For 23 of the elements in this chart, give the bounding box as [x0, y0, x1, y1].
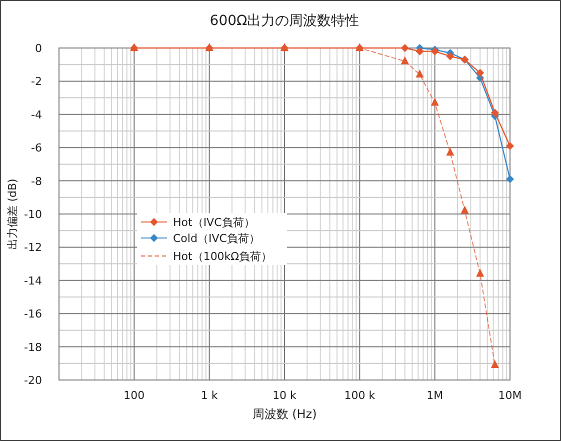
y-tick-label: -20	[24, 374, 42, 387]
legend-label: Hot（100kΩ負荷）	[173, 250, 272, 263]
y-tick-label: -14	[24, 274, 42, 288]
chart-title: 600Ω出力の周波数特性	[210, 13, 360, 29]
x-tick-label: 100 k	[344, 389, 376, 402]
y-tick-label: -12	[24, 241, 42, 254]
x-tick-label: 10 k	[272, 389, 298, 402]
x-tick-label: 100	[124, 389, 145, 402]
x-tick-label: 1 k	[200, 389, 218, 402]
y-axis-title: 出力偏差 (dB)	[6, 178, 19, 250]
x-tick-label: 10M	[498, 389, 522, 402]
y-tick-label: -10	[24, 208, 42, 221]
y-tick-label: -16	[24, 308, 42, 321]
y-tick-label: 0	[35, 42, 42, 55]
legend-label: Cold（IVC負荷）	[173, 232, 260, 245]
y-tick-label: -6	[31, 142, 42, 155]
legend-label: Hot（IVC負荷）	[173, 216, 255, 229]
x-tick-label: 1M	[426, 389, 444, 402]
y-tick-label: -2	[31, 75, 42, 88]
x-axis-title: 周波数 (Hz)	[252, 407, 317, 421]
y-tick-label: -18	[24, 340, 42, 354]
y-tick-label: -4	[31, 108, 42, 122]
y-tick-label: -8	[31, 174, 42, 188]
